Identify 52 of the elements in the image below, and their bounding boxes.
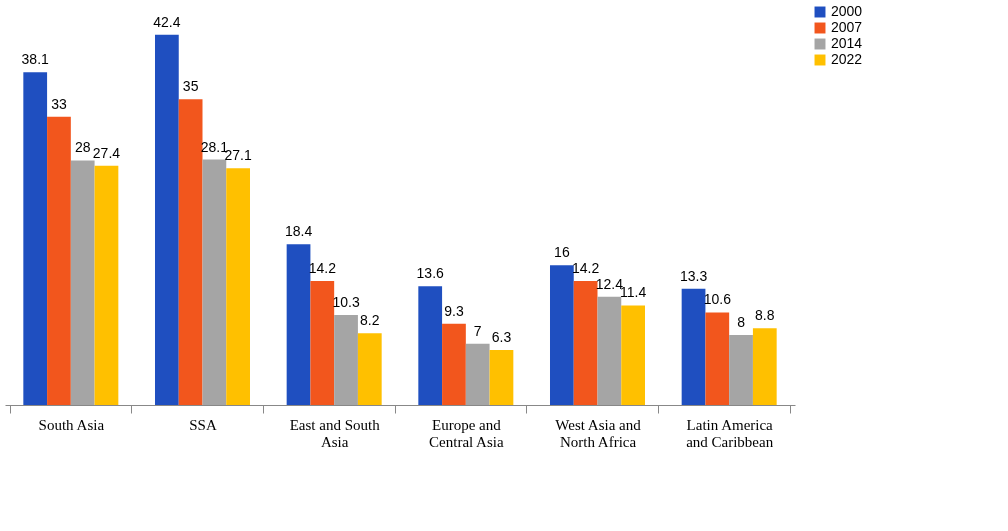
data-label: 7 — [473, 322, 482, 339]
bar — [94, 165, 119, 405]
data-label: 27.4 — [92, 144, 121, 161]
bar — [310, 280, 335, 405]
bar — [286, 244, 311, 405]
data-label: 18.4 — [284, 223, 313, 240]
data-label: 33 — [51, 95, 67, 112]
bar — [729, 335, 753, 405]
legend-label: 2022 — [831, 51, 863, 67]
data-label: 13.3 — [679, 267, 708, 284]
bar — [681, 288, 706, 405]
bar — [226, 168, 250, 405]
x-tick-label: South Asia — [38, 416, 105, 433]
bar — [442, 323, 466, 405]
bar — [202, 159, 227, 405]
bar — [155, 34, 179, 405]
bar — [489, 349, 514, 405]
bar — [70, 160, 95, 405]
bar — [705, 312, 730, 405]
data-label: 27.1 — [224, 147, 252, 164]
x-tick-label: Latin America and Caribbean — [686, 416, 774, 450]
data-label: 8.2 — [360, 312, 380, 329]
legend-label: 2007 — [831, 19, 863, 35]
bar — [597, 296, 622, 405]
x-tick-label: SSA — [189, 416, 217, 433]
x-tick-label: East and South Asia — [289, 416, 381, 450]
legend-label: 2000 — [831, 3, 863, 19]
bar — [573, 280, 598, 405]
data-label: 8.8 — [755, 307, 775, 324]
data-label: 9.3 — [444, 302, 464, 319]
data-label: 16 — [554, 244, 570, 261]
legend-label: 2014 — [831, 35, 863, 51]
data-label: 14.2 — [572, 259, 600, 276]
bar — [23, 72, 48, 405]
bar — [178, 99, 203, 405]
data-label: 28 — [74, 139, 91, 156]
bar — [357, 333, 382, 405]
data-label: 6.3 — [491, 328, 512, 345]
data-label: 38.1 — [21, 51, 50, 68]
bar — [621, 305, 645, 405]
data-label: 42.4 — [153, 13, 181, 30]
bar — [752, 328, 777, 405]
bar — [334, 315, 358, 405]
x-tick-label: Europe and Central Asia — [429, 416, 504, 450]
bar — [550, 265, 574, 405]
bar — [465, 343, 490, 405]
bar — [418, 286, 443, 405]
data-label: 13.6 — [416, 265, 445, 282]
data-label: 35 — [182, 78, 199, 95]
x-tick-label: West Asia and North Africa — [555, 416, 642, 450]
bar — [47, 116, 71, 405]
data-label: 8 — [737, 314, 746, 331]
